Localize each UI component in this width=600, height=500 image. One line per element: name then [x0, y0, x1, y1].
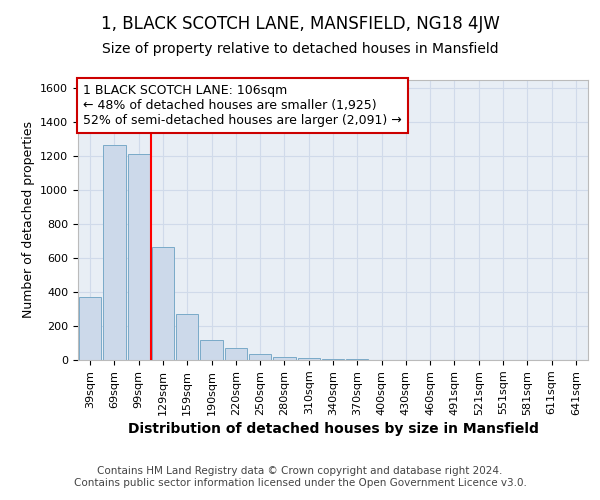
Bar: [103, 146, 125, 360]
Bar: [152, 247, 174, 360]
X-axis label: Distribution of detached houses by size in Mansfield: Distribution of detached houses by size …: [128, 422, 538, 436]
Text: 1, BLACK SCOTCH LANE, MANSFIELD, NG18 4JW: 1, BLACK SCOTCH LANE, MANSFIELD, NG18 4J…: [101, 15, 499, 33]
Text: Size of property relative to detached houses in Mansfield: Size of property relative to detached ho…: [101, 42, 499, 56]
Bar: [176, 314, 199, 360]
Bar: [224, 348, 247, 360]
Text: 1 BLACK SCOTCH LANE: 106sqm
← 48% of detached houses are smaller (1,925)
52% of : 1 BLACK SCOTCH LANE: 106sqm ← 48% of det…: [83, 84, 402, 127]
Text: Contains HM Land Registry data © Crown copyright and database right 2024.
Contai: Contains HM Land Registry data © Crown c…: [74, 466, 526, 487]
Bar: [322, 359, 344, 360]
Bar: [249, 354, 271, 360]
Bar: [273, 356, 296, 360]
Bar: [79, 297, 101, 360]
Bar: [200, 340, 223, 360]
Bar: [298, 358, 320, 360]
Y-axis label: Number of detached properties: Number of detached properties: [22, 122, 35, 318]
Bar: [128, 154, 150, 360]
